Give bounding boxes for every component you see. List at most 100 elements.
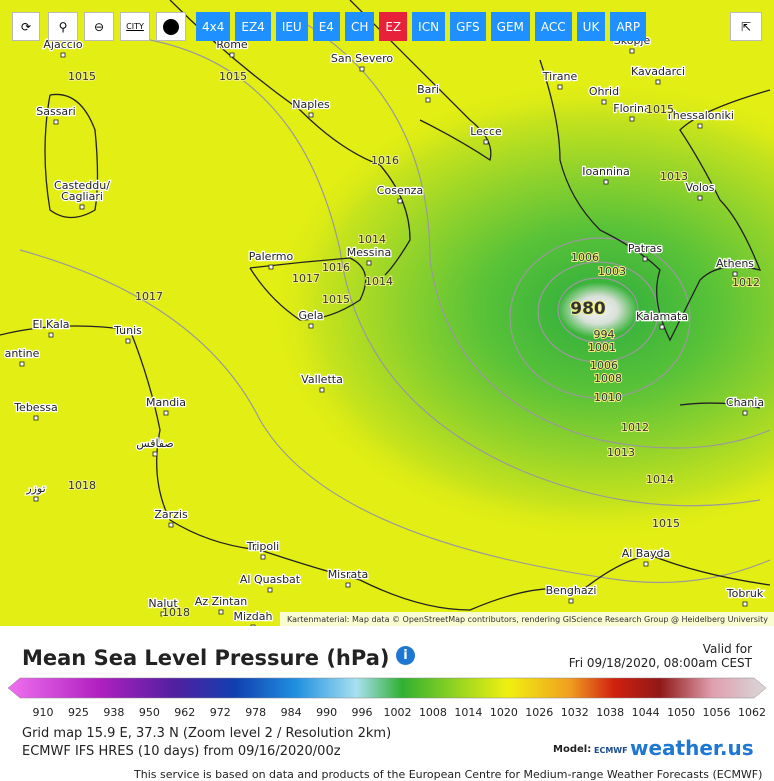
city-marker bbox=[659, 324, 665, 330]
city-marker bbox=[267, 587, 273, 593]
model-button[interactable]: IEU bbox=[275, 12, 308, 41]
isobar-label: 1003 bbox=[598, 265, 626, 278]
city-label: Bari bbox=[417, 83, 439, 96]
city-label: Valletta bbox=[301, 373, 343, 386]
footer: This service is based on data and produc… bbox=[134, 768, 763, 781]
model-button[interactable]: UK bbox=[576, 12, 606, 41]
city-marker bbox=[732, 271, 738, 277]
isobar-label: 1015 bbox=[652, 517, 680, 530]
city-marker bbox=[601, 99, 607, 105]
model-button[interactable]: EZ bbox=[379, 12, 408, 41]
isobar-label: 1018 bbox=[162, 606, 190, 619]
city-label: Sassari bbox=[36, 105, 76, 118]
isobar-label: 1014 bbox=[358, 233, 386, 246]
city-marker bbox=[79, 204, 85, 210]
dot-button[interactable] bbox=[156, 12, 186, 41]
city-button[interactable]: CITY bbox=[120, 12, 150, 41]
city-marker bbox=[60, 52, 66, 58]
weather-us-logo[interactable]: weather.us bbox=[630, 736, 754, 760]
model-button[interactable]: GEM bbox=[490, 12, 530, 41]
scale-label: 925 bbox=[68, 706, 89, 719]
city-marker bbox=[48, 332, 54, 338]
model-button[interactable]: E4 bbox=[312, 12, 340, 41]
city-label: Tunis bbox=[113, 324, 142, 337]
zoom-out-button[interactable]: ⊖ bbox=[84, 12, 114, 41]
model-buttons: 4x4 EZ4 IEU E4 CH EZ ICN GFS GEM ACC UK ARP bbox=[196, 12, 647, 41]
run-info: ECMWF IFS HRES (10 days) from 09/16/2020… bbox=[22, 744, 341, 759]
city-label: Volos bbox=[686, 181, 715, 194]
scale-label: 1044 bbox=[632, 706, 660, 719]
city-label: Patras bbox=[628, 242, 662, 255]
city-label: Naples bbox=[292, 98, 330, 111]
city-label: Messina bbox=[347, 246, 392, 259]
isobar-label: 1015 bbox=[219, 70, 247, 83]
city-label: Florina bbox=[613, 102, 650, 115]
scale-label: 910 bbox=[33, 706, 54, 719]
city-label: Zarzis bbox=[154, 508, 188, 521]
city-label: توزر bbox=[25, 482, 45, 495]
ecmwf-logo: ECMWF bbox=[594, 746, 628, 755]
city-marker bbox=[643, 561, 649, 567]
isobar-label: 1015 bbox=[68, 70, 96, 83]
isobar-label: 1016 bbox=[371, 154, 399, 167]
city-label: Az Zintan bbox=[195, 595, 247, 608]
valid-time: Fri 09/18/2020, 08:00am CEST bbox=[568, 656, 752, 670]
city-marker bbox=[397, 198, 403, 204]
isobar-label: 1008 bbox=[594, 372, 622, 385]
model-button[interactable]: ARP bbox=[610, 12, 647, 41]
isobar-label: 1006 bbox=[590, 359, 618, 372]
city-label: Mizdah bbox=[233, 610, 272, 623]
city-marker bbox=[308, 323, 314, 329]
model-button[interactable]: 4x4 bbox=[196, 12, 231, 41]
city-label: صفاقس bbox=[136, 437, 174, 450]
model-button[interactable]: GFS bbox=[450, 12, 486, 41]
isobar-label: 1016 bbox=[322, 261, 350, 274]
city-marker bbox=[53, 119, 59, 125]
city-label: Thessaloniki bbox=[665, 109, 734, 122]
model-button[interactable]: EZ4 bbox=[235, 12, 271, 41]
city-marker bbox=[697, 195, 703, 201]
city-label: Kalamata bbox=[636, 310, 688, 323]
isobar-label: 1014 bbox=[646, 473, 674, 486]
city-marker bbox=[152, 451, 158, 457]
model-button[interactable]: CH bbox=[344, 12, 375, 41]
city-label: Al Quasbat bbox=[240, 573, 301, 586]
city-label: Ohrid bbox=[589, 85, 619, 98]
scale-label: 1008 bbox=[419, 706, 447, 719]
city-label: Ioannina bbox=[582, 165, 629, 178]
city-label: Gela bbox=[298, 309, 323, 322]
isobar-label: 1012 bbox=[732, 276, 760, 289]
scale-label: 984 bbox=[281, 706, 302, 719]
city-marker bbox=[250, 624, 256, 626]
city-marker bbox=[33, 415, 39, 421]
city-marker bbox=[308, 112, 314, 118]
city-label: Tirane bbox=[542, 70, 578, 83]
scale-label: 1014 bbox=[454, 706, 482, 719]
share-button[interactable]: ⇱ bbox=[730, 12, 762, 41]
city-marker bbox=[629, 48, 635, 54]
city-label: antine bbox=[5, 347, 40, 360]
scale-label: 1032 bbox=[561, 706, 589, 719]
scale-label: 990 bbox=[316, 706, 337, 719]
coastlines bbox=[0, 0, 771, 611]
city-label: Athens bbox=[716, 257, 754, 270]
city-marker bbox=[229, 52, 235, 58]
city-marker bbox=[160, 611, 166, 617]
model-button[interactable]: ACC bbox=[534, 12, 572, 41]
scale-label: 1020 bbox=[490, 706, 518, 719]
city-marker bbox=[168, 522, 174, 528]
location-button[interactable]: ⚲ bbox=[48, 12, 78, 41]
scale-label: 1056 bbox=[703, 706, 731, 719]
city-marker bbox=[568, 598, 574, 604]
refresh-button[interactable]: ⟳ bbox=[12, 12, 40, 41]
city-label: Mandia bbox=[146, 396, 186, 409]
isobar-label: 1013 bbox=[607, 446, 635, 459]
model-button[interactable]: ICN bbox=[412, 12, 446, 41]
city-marker bbox=[483, 139, 489, 145]
city-label: Tobruk bbox=[726, 587, 764, 600]
city-marker bbox=[742, 410, 748, 416]
info-icon[interactable]: i bbox=[396, 646, 415, 665]
city-marker bbox=[629, 116, 635, 122]
